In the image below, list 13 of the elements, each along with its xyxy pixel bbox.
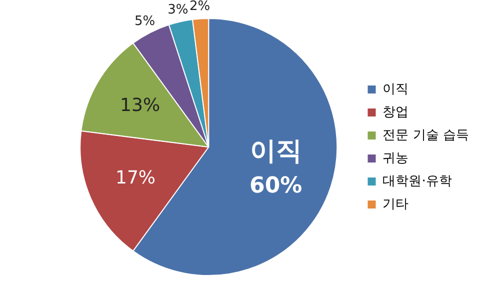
slice-label: 이직 xyxy=(250,136,302,167)
legend-label: 기타 xyxy=(382,196,409,212)
legend-label: 귀농 xyxy=(382,150,409,166)
data-label: 60% xyxy=(250,174,302,199)
data-label: 3% xyxy=(168,2,188,18)
legend-label: 이직 xyxy=(382,82,409,97)
legend-label: 창업 xyxy=(382,104,409,120)
legend-label: 대학원·유학 xyxy=(382,174,452,189)
data-label: 13% xyxy=(120,95,160,116)
legend-label: 전문 기술 습득 xyxy=(382,128,469,143)
data-label: 2% xyxy=(189,0,210,14)
data-label: 17% xyxy=(115,167,156,188)
data-label: 5% xyxy=(134,14,156,30)
